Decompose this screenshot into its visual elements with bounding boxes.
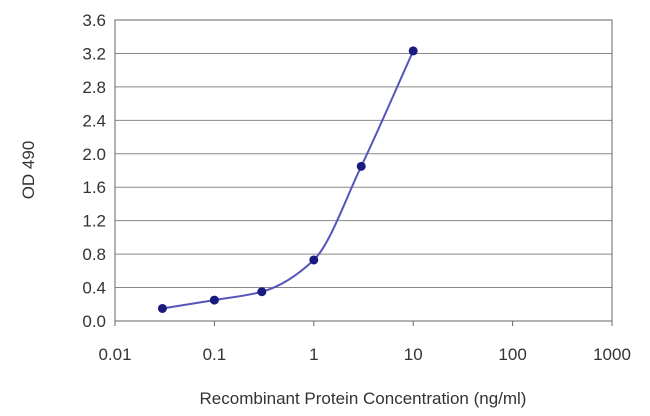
x-tick-label: 0.01	[98, 345, 131, 364]
x-tick-label: 0.1	[203, 345, 227, 364]
x-tick-label: 10	[404, 345, 423, 364]
plot-frame	[114, 19, 613, 322]
y-tick-label: 0.8	[82, 245, 106, 264]
y-tick-label: 3.6	[82, 11, 106, 30]
y-tick-label: 2.8	[82, 78, 106, 97]
x-axis-tick-labels: 0.01 0.1 1 10 100 1000	[98, 345, 630, 364]
y-tick-label: 0.4	[82, 279, 106, 298]
y-tick-label: 1.6	[82, 178, 106, 197]
grid-lines	[115, 52, 612, 289]
y-axis-title: OD 490	[19, 141, 38, 200]
plot-area	[115, 20, 612, 321]
y-tick-label: 1.2	[82, 212, 106, 231]
x-axis-ticks	[114, 321, 613, 326]
y-tick-label: 3.2	[82, 44, 106, 63]
data-point	[356, 161, 366, 171]
x-axis-title: Recombinant Protein Concentration (ng/ml…	[200, 389, 527, 408]
x-tick-label: 100	[498, 345, 526, 364]
data-point	[257, 287, 267, 297]
data-point	[157, 303, 167, 313]
series-group	[157, 46, 418, 313]
y-axis-tick-labels: 0.0 0.4 0.8 1.2 1.6 2.0 2.4 2.8 3.2 3.6	[82, 11, 106, 331]
y-tick-label: 0.0	[82, 312, 106, 331]
x-tick-label: 1	[309, 345, 318, 364]
data-point	[408, 46, 418, 56]
data-point	[209, 295, 219, 305]
x-tick-label: 1000	[593, 345, 631, 364]
y-tick-label: 2.4	[82, 111, 106, 130]
data-point	[309, 255, 319, 265]
y-tick-label: 2.0	[82, 145, 106, 164]
